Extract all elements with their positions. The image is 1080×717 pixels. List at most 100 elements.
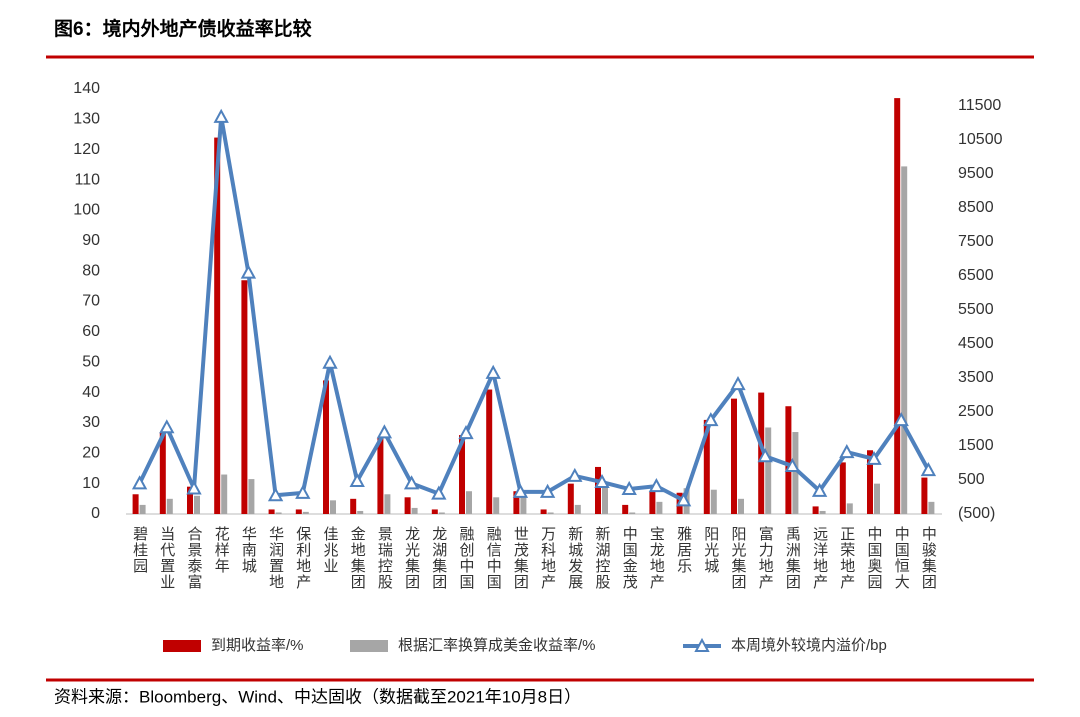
y-tick-label: 90 xyxy=(82,232,100,249)
x-tick-label: 佳兆业 xyxy=(322,526,339,574)
y2-tick-label: 10500 xyxy=(958,131,1003,148)
bar xyxy=(901,166,908,515)
line-marker xyxy=(186,480,202,495)
y2-tick-label: 9500 xyxy=(958,165,994,182)
bar xyxy=(867,450,873,514)
line-marker xyxy=(376,424,393,439)
bar xyxy=(540,509,547,514)
bar xyxy=(846,503,853,514)
bar xyxy=(214,137,221,515)
line-marker xyxy=(322,354,338,369)
bar xyxy=(275,512,282,514)
y-tick-label: 30 xyxy=(82,414,100,431)
x-tick-label: 禹洲集团 xyxy=(784,526,801,590)
y-tick-label: 80 xyxy=(82,262,100,279)
x-tick-label: 融创中国 xyxy=(458,526,475,590)
legend-label: 根据汇率换算成美金收益率/% xyxy=(398,636,596,654)
legend-swatch xyxy=(163,640,201,652)
bar xyxy=(574,504,581,514)
y-tick-label: 140 xyxy=(73,80,100,97)
bar xyxy=(166,498,173,514)
line-marker xyxy=(458,424,474,440)
y-tick-label: 110 xyxy=(74,171,100,188)
x-tick-label: 万科地产 xyxy=(539,526,556,590)
line-marker xyxy=(757,448,773,463)
y2-tick-label: 8500 xyxy=(958,199,994,216)
line-marker xyxy=(431,485,447,500)
line-marker xyxy=(621,480,637,496)
line-marker xyxy=(920,462,937,477)
bar xyxy=(438,512,445,514)
x-tick-label: 富力地产 xyxy=(757,525,774,590)
bar xyxy=(703,419,710,514)
line-marker xyxy=(839,444,855,459)
x-tick-label: 当代置业 xyxy=(158,526,175,590)
bar xyxy=(602,486,608,514)
line-marker xyxy=(866,450,882,465)
bar xyxy=(194,495,200,514)
bar xyxy=(159,432,166,514)
bar xyxy=(785,406,792,514)
legend-label: 本周境外较境内溢价/bp xyxy=(731,636,887,654)
bar xyxy=(350,498,357,514)
line-marker xyxy=(403,475,420,490)
x-tick-label: 花样年 xyxy=(213,526,230,574)
line-marker xyxy=(295,484,311,499)
legend-swatch xyxy=(694,637,710,652)
y-tick-label: 0 xyxy=(91,505,100,522)
bar xyxy=(187,486,193,514)
bar xyxy=(731,398,737,514)
bar xyxy=(248,479,255,514)
bar xyxy=(758,392,765,514)
x-tick-label: 正荣地产 xyxy=(838,526,855,590)
bar xyxy=(384,494,391,514)
legend-label: 到期收益率/% xyxy=(211,637,304,654)
source-note: 资料来源：Bloomberg、Wind、中达固收（数据截至2021年10月8日） xyxy=(54,687,581,706)
x-tick-label: 中国恒大 xyxy=(893,526,910,590)
x-tick-label: 龙湖集团 xyxy=(430,526,447,590)
bar xyxy=(330,500,336,514)
y2-tick-label: 4500 xyxy=(958,335,994,352)
bar xyxy=(874,483,880,514)
line-marker xyxy=(213,108,229,123)
bar xyxy=(404,497,411,514)
x-tick-label: 中骏集团 xyxy=(920,526,937,590)
bar xyxy=(295,509,302,514)
x-tick-label: 雅居乐 xyxy=(675,526,692,574)
bar xyxy=(221,474,228,514)
line-marker xyxy=(893,412,909,427)
y2-tick-label: 6500 xyxy=(958,267,994,284)
x-tick-label: 金地集团 xyxy=(349,526,366,590)
y2-tick-label: 1500 xyxy=(958,437,994,454)
bar xyxy=(765,427,772,514)
x-tick-label: 华南城 xyxy=(240,526,257,574)
line-marker xyxy=(730,376,746,391)
line-marker xyxy=(512,483,529,498)
line-marker xyxy=(567,467,583,482)
bar xyxy=(622,504,629,514)
line-marker xyxy=(240,264,257,279)
bar xyxy=(649,491,656,514)
y-tick-label: 20 xyxy=(82,445,100,462)
bar xyxy=(377,438,384,514)
bar xyxy=(792,432,799,514)
line-marker xyxy=(131,475,148,490)
x-tick-label: 合景泰富 xyxy=(186,526,203,590)
line-marker xyxy=(675,492,692,507)
line-marker xyxy=(267,487,284,502)
bar xyxy=(241,280,248,514)
line-marker xyxy=(485,364,501,379)
bar xyxy=(323,380,329,514)
bar xyxy=(486,389,493,514)
line-marker xyxy=(349,472,365,488)
bar xyxy=(656,501,663,514)
bar xyxy=(738,498,744,514)
legend-swatch xyxy=(350,640,388,652)
y2-tick-label: (500) xyxy=(958,505,995,522)
x-tick-label: 新湖控股 xyxy=(594,526,611,590)
bar xyxy=(493,497,500,514)
line-marker xyxy=(784,457,801,473)
bar xyxy=(431,509,438,514)
x-tick-label: 新城发展 xyxy=(566,526,583,590)
x-tick-label: 中国金茂 xyxy=(621,526,638,590)
